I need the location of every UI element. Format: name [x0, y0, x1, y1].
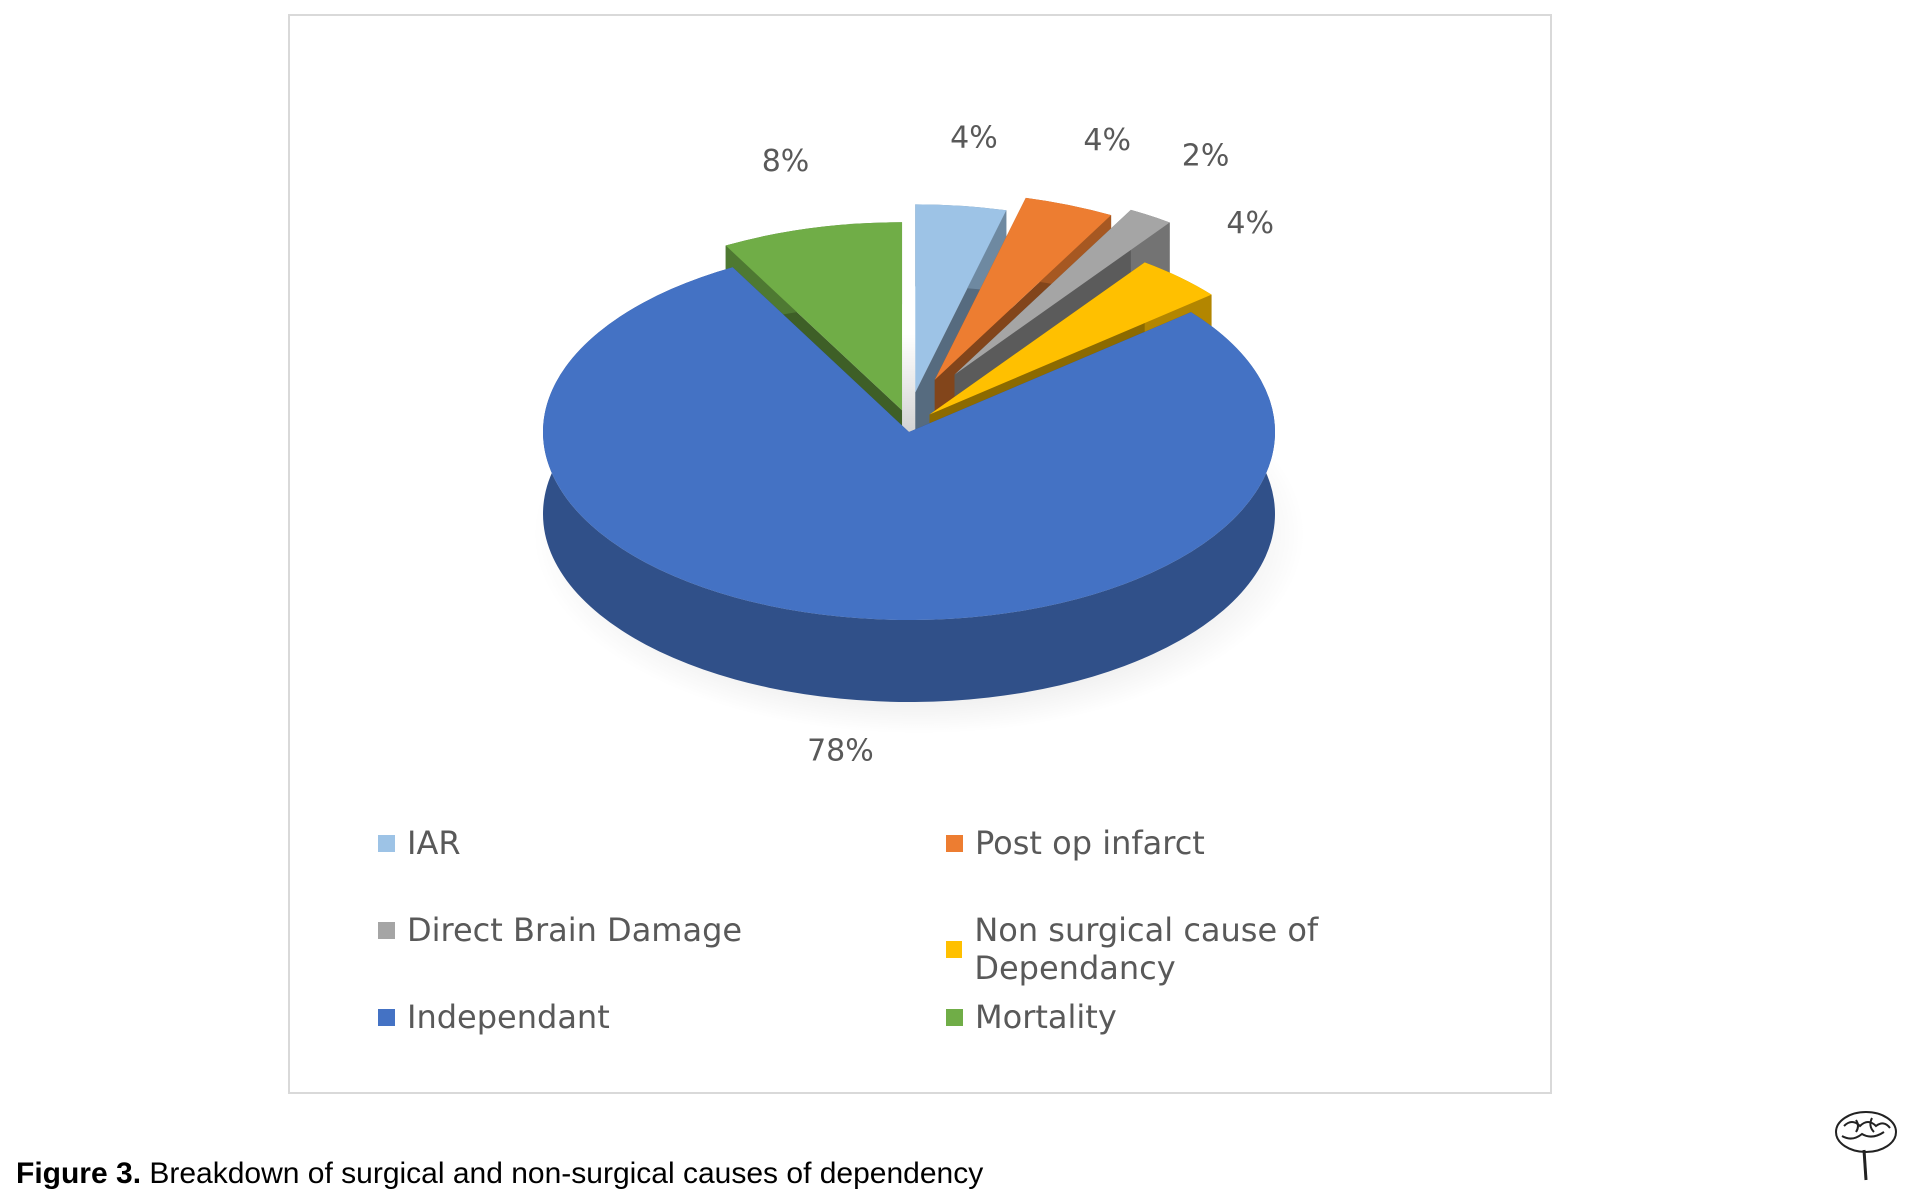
data-label: 78% — [807, 734, 874, 769]
legend-swatch — [378, 921, 395, 939]
legend-label: Independant — [407, 998, 610, 1036]
legend-item: Non surgical cause of Dependancy — [946, 911, 1508, 987]
chart-frame: 8% 4% 4% 2% 4% 78% IAR Post op infarct Direct B… — [288, 14, 1552, 1094]
legend-label: Direct Brain Damage — [407, 911, 743, 949]
data-label: 8% — [762, 144, 810, 179]
legend-item: Direct Brain Damage — [378, 911, 742, 949]
legend-label: IAR — [407, 824, 461, 862]
legend-swatch — [378, 1008, 395, 1026]
caption-label: Figure 3. — [16, 1157, 142, 1190]
legend-label: Mortality — [975, 998, 1117, 1036]
data-label: 2% — [1182, 138, 1230, 173]
pie-slice-independant — [543, 267, 1275, 702]
pie-chart: 8% 4% 4% 2% 4% 78% — [533, 121, 1305, 769]
legend-swatch — [946, 834, 963, 852]
legend-label: Post op infarct — [975, 824, 1205, 862]
legend-label: Non surgical cause of Dependancy — [974, 911, 1319, 987]
journal-logo — [1808, 1108, 1912, 1203]
legend-item: Mortality — [946, 998, 1117, 1036]
legend-item: Independant — [378, 998, 610, 1036]
legend-swatch — [946, 940, 963, 958]
data-label: 4% — [950, 121, 998, 156]
figure-caption: Figure 3. Breakdown of surgical and non-… — [16, 1157, 983, 1191]
legend-swatch — [378, 834, 395, 852]
legend-swatch — [946, 1008, 963, 1026]
data-label: 4% — [1226, 206, 1274, 241]
legend-item: Post op infarct — [946, 824, 1205, 862]
legend-item: IAR — [378, 824, 461, 862]
caption-text: Breakdown of surgical and non-surgical c… — [141, 1157, 984, 1190]
data-label: 4% — [1083, 123, 1131, 158]
